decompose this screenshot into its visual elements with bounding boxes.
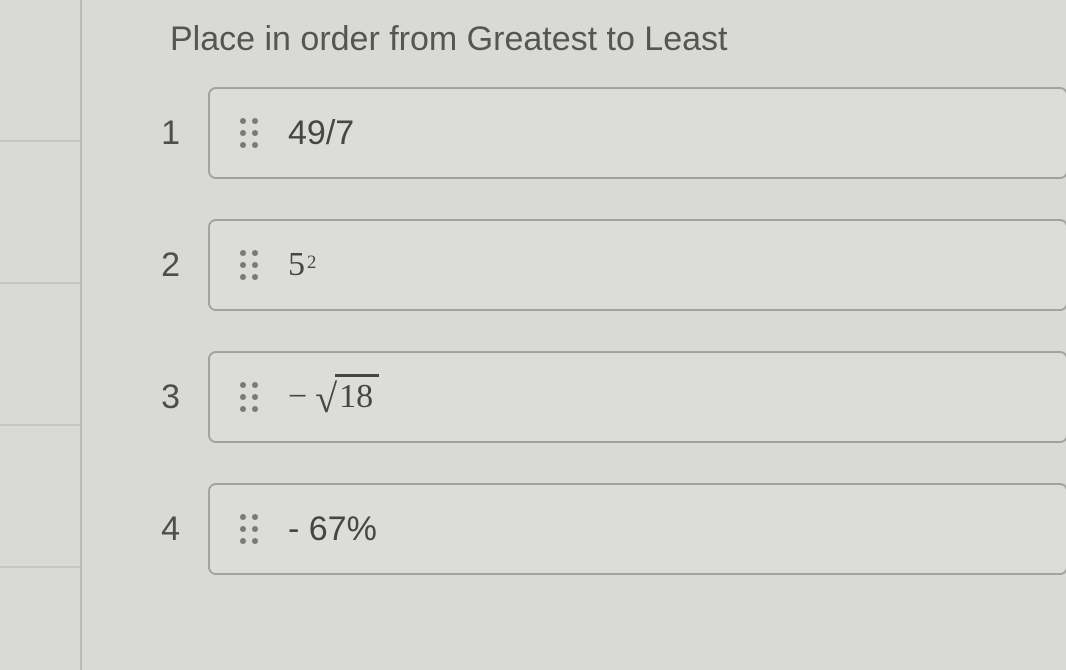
notebook-margin — [0, 0, 82, 670]
card-value: - 67% — [288, 510, 377, 549]
list-item: 4 - 67% — [120, 483, 1066, 575]
drag-handle-icon[interactable] — [238, 250, 260, 280]
list-item: 3 − √ 18 — [120, 351, 1066, 443]
draggable-card[interactable]: 52 — [208, 219, 1066, 311]
power-base: 5 — [288, 246, 305, 284]
draggable-card[interactable]: − √ 18 — [208, 351, 1066, 443]
percent-text: - 67% — [288, 510, 377, 549]
list-item: 1 49/7 — [120, 87, 1066, 179]
drag-handle-icon[interactable] — [238, 382, 260, 412]
instruction-text: Place in order from Greatest to Least — [170, 20, 1066, 59]
draggable-card[interactable]: 49/7 — [208, 87, 1066, 179]
question-area: Place in order from Greatest to Least 1 … — [80, 0, 1066, 670]
rank-number: 1 — [120, 114, 180, 153]
negative-sign: − — [288, 378, 313, 416]
draggable-card[interactable]: - 67% — [208, 483, 1066, 575]
rank-number: 4 — [120, 510, 180, 549]
card-value: 52 — [288, 246, 316, 284]
power-exponent: 2 — [307, 252, 316, 274]
rank-number: 2 — [120, 246, 180, 285]
square-root: √ 18 — [315, 375, 379, 419]
fraction-text: 49/7 — [288, 114, 354, 153]
drag-handle-icon[interactable] — [238, 514, 260, 544]
radicand: 18 — [335, 374, 379, 418]
drag-handle-icon[interactable] — [238, 118, 260, 148]
list-item: 2 52 — [120, 219, 1066, 311]
rank-number: 3 — [120, 378, 180, 417]
orderable-list: 1 49/7 2 52 — [120, 87, 1066, 575]
card-value: 49/7 — [288, 114, 354, 153]
radical-icon: √ — [315, 379, 337, 419]
card-value: − √ 18 — [288, 375, 379, 419]
